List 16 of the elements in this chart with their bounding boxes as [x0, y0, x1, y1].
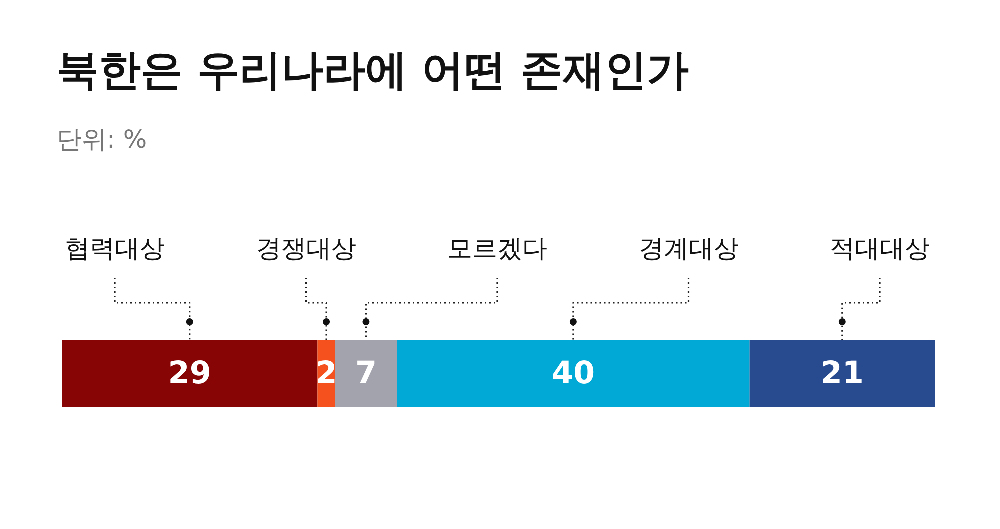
bar	[397, 340, 750, 407]
data-label: 2	[316, 356, 338, 392]
text: 협력대상	[65, 234, 165, 263]
chart-title: 북한은 우리나라에 어떤 존재인가	[57, 46, 689, 94]
data-label: 29	[168, 356, 212, 392]
bar	[62, 340, 318, 407]
chart-subtitle: 단위: %	[57, 125, 148, 154]
data-label: 7	[355, 356, 378, 392]
data-label: 21	[820, 356, 864, 392]
text: 적대대상	[830, 234, 930, 263]
bar	[335, 340, 398, 407]
text: 경쟁대상	[256, 234, 356, 263]
text: 모르겠다	[448, 234, 548, 263]
bar	[750, 340, 935, 407]
text: 경계대상	[638, 234, 739, 263]
data-label: 40	[552, 356, 596, 392]
